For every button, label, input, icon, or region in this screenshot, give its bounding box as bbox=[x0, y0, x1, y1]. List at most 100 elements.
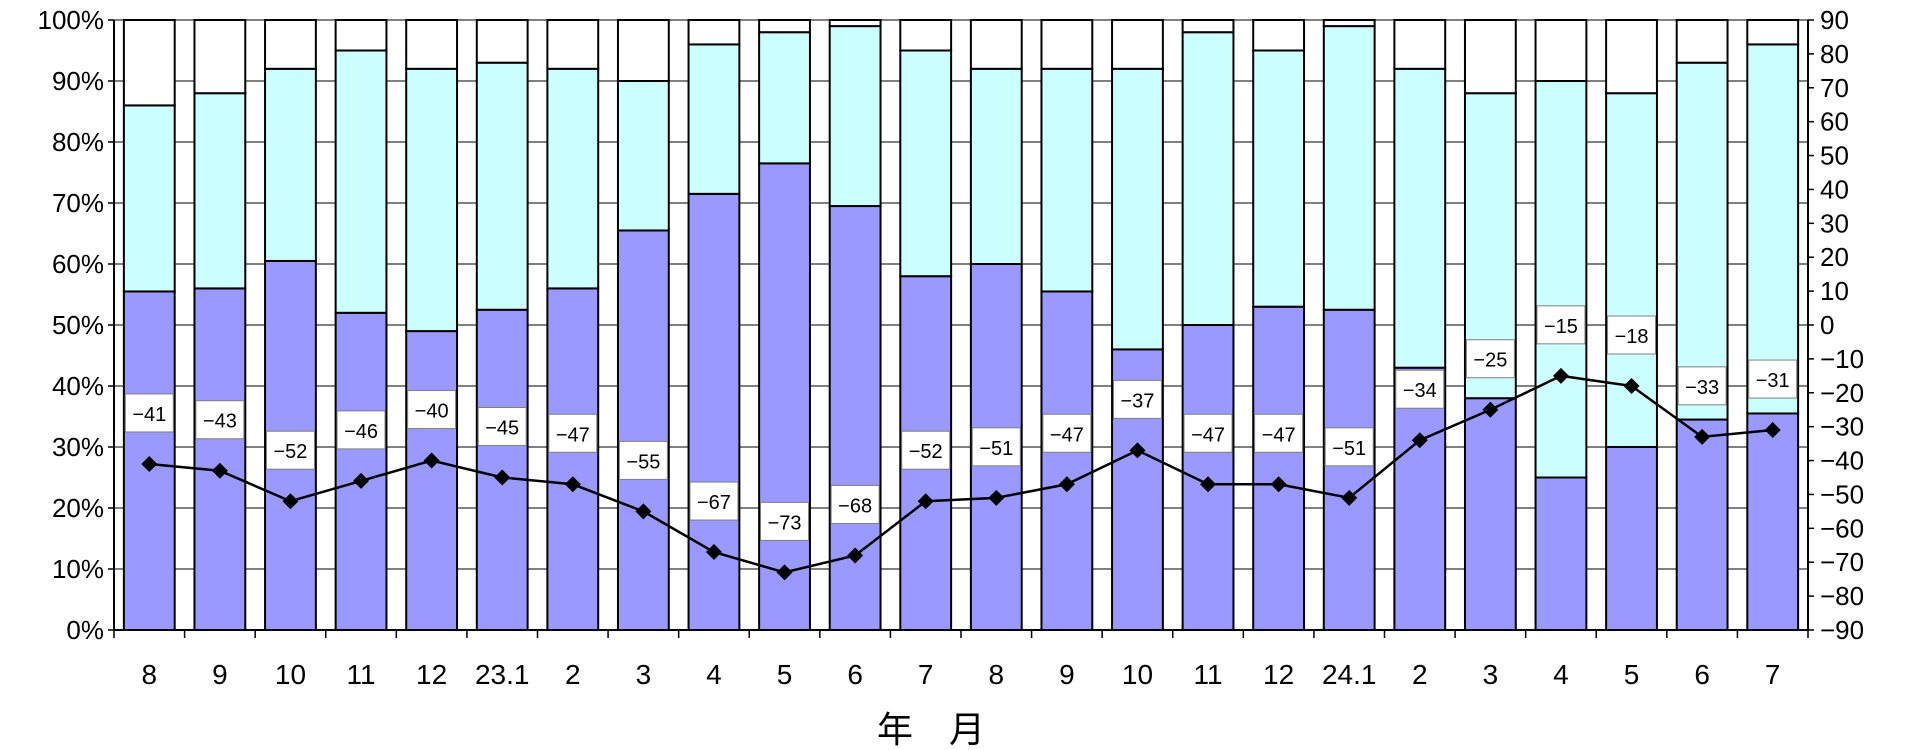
data-label-box bbox=[1183, 413, 1233, 453]
data-label: −18 bbox=[1615, 326, 1649, 348]
data-label-box bbox=[1748, 359, 1798, 399]
line-marker bbox=[776, 564, 793, 581]
y2-tick-label: 90 bbox=[1820, 5, 1849, 35]
y2-tick-label: −70 bbox=[1820, 547, 1864, 577]
data-label-box bbox=[336, 410, 386, 450]
y-tick-label: 90% bbox=[52, 66, 104, 96]
data-label-box bbox=[689, 481, 739, 521]
x-tick-label: 3 bbox=[636, 659, 652, 690]
data-label: −15 bbox=[1544, 316, 1578, 338]
data-label-box bbox=[760, 501, 810, 541]
bar-segment bbox=[264, 19, 317, 70]
data-label-box bbox=[1395, 369, 1445, 409]
line-marker bbox=[1694, 428, 1711, 445]
bar-segment bbox=[1393, 19, 1447, 70]
y-tick-label: 0% bbox=[66, 615, 104, 645]
data-label: −47 bbox=[1262, 424, 1296, 446]
bar-segment bbox=[1605, 446, 1658, 631]
line-marker bbox=[1200, 476, 1217, 493]
y2-tick-label: 30 bbox=[1820, 208, 1849, 238]
bar-segment bbox=[1746, 412, 1800, 632]
bar-segment bbox=[1040, 19, 1094, 70]
bar-segment bbox=[758, 162, 811, 631]
y2-tick-label: 20 bbox=[1820, 242, 1849, 272]
bar-segment bbox=[616, 80, 670, 232]
bar-segment bbox=[1534, 19, 1588, 82]
x-tick-label: 6 bbox=[1694, 659, 1710, 690]
bar-segment bbox=[1675, 61, 1729, 421]
line-marker bbox=[423, 452, 440, 469]
bar-segment bbox=[1675, 19, 1729, 64]
data-label: −67 bbox=[697, 492, 731, 514]
x-axis-title: 年 月 bbox=[877, 710, 985, 750]
x-tick-label: 23.1 bbox=[475, 659, 530, 690]
data-label: −52 bbox=[273, 441, 307, 463]
bar-segment bbox=[1111, 67, 1164, 351]
bar-segment bbox=[828, 205, 882, 632]
bar-segment bbox=[193, 19, 247, 95]
bar-segment bbox=[687, 19, 741, 46]
data-label-box bbox=[477, 407, 527, 446]
line-marker bbox=[1058, 476, 1075, 493]
x-tick-label: 5 bbox=[777, 659, 793, 690]
bar-segment bbox=[1252, 305, 1306, 631]
line-series-path bbox=[149, 374, 1773, 574]
x-tick-label: 8 bbox=[989, 659, 1005, 690]
line-marker bbox=[211, 462, 228, 479]
line-marker bbox=[1482, 401, 1499, 418]
bar-segment bbox=[1322, 19, 1376, 28]
y2-tick-label: −50 bbox=[1820, 479, 1864, 509]
bar-segment bbox=[405, 19, 459, 70]
data-label-box bbox=[1324, 427, 1374, 467]
bar-segment bbox=[758, 19, 811, 34]
x-tick-label: 9 bbox=[1059, 659, 1075, 690]
bar-segment bbox=[687, 192, 741, 631]
data-label-box bbox=[1536, 305, 1586, 345]
bar-segment bbox=[616, 19, 670, 82]
data-label: −46 bbox=[344, 421, 378, 443]
y2-tick-label: 60 bbox=[1820, 107, 1849, 137]
bar-segment bbox=[1393, 67, 1447, 369]
y2-tick-label: −80 bbox=[1820, 581, 1864, 611]
bar-segment bbox=[193, 287, 247, 631]
data-label-box bbox=[618, 440, 668, 480]
data-label-box bbox=[1607, 315, 1657, 355]
y2-tick-label: 70 bbox=[1820, 73, 1849, 103]
bar-segment bbox=[405, 67, 459, 333]
line-marker bbox=[494, 469, 511, 486]
bar-segment bbox=[1534, 80, 1588, 479]
data-label: −34 bbox=[1403, 380, 1437, 402]
x-tick-label: 9 bbox=[212, 659, 228, 690]
bar-segment bbox=[546, 19, 600, 70]
bar-segment bbox=[1746, 19, 1800, 46]
x-tick-label: 24.1 bbox=[1322, 659, 1377, 690]
y2-tick-label: 10 bbox=[1820, 276, 1849, 306]
y-tick-label: 80% bbox=[52, 127, 104, 157]
bar-segment bbox=[475, 19, 529, 64]
bar-segment bbox=[1040, 290, 1094, 631]
x-tick-label: 5 bbox=[1624, 659, 1640, 690]
line-marker bbox=[1270, 476, 1287, 493]
data-label-box bbox=[195, 400, 245, 440]
data-label: −73 bbox=[768, 512, 802, 534]
line-marker bbox=[1341, 489, 1358, 506]
data-label-box bbox=[1042, 413, 1092, 453]
bar-segment bbox=[334, 19, 388, 52]
x-tick-label: 8 bbox=[142, 659, 158, 690]
line-marker bbox=[1552, 367, 1569, 384]
y2-tick-label: 40 bbox=[1820, 174, 1849, 204]
data-label: −33 bbox=[1685, 377, 1719, 399]
bar-segment bbox=[969, 19, 1023, 70]
y2-tick-label: 80 bbox=[1820, 39, 1849, 69]
bar-segment bbox=[1746, 43, 1800, 415]
data-label: −41 bbox=[132, 404, 166, 426]
data-label-box bbox=[1465, 339, 1515, 379]
data-label: −47 bbox=[1050, 424, 1084, 446]
line-marker bbox=[1623, 378, 1640, 394]
bar-segment bbox=[1463, 397, 1517, 632]
bar-segment bbox=[1181, 19, 1235, 34]
data-label: −52 bbox=[909, 441, 943, 463]
bar-segment bbox=[1675, 418, 1729, 631]
data-label-box bbox=[124, 393, 174, 433]
